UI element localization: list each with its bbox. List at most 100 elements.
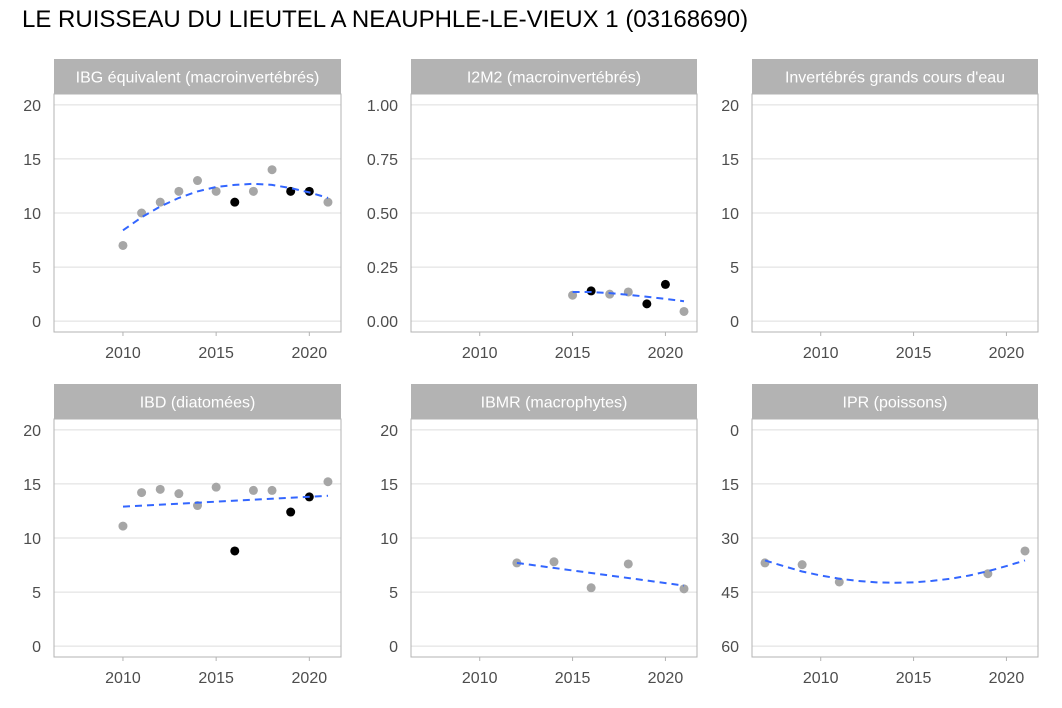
data-point — [248, 186, 258, 196]
y-tick-label: 15 — [23, 477, 41, 494]
x-tick-label: 2020 — [648, 670, 684, 687]
x-tick-label: 2015 — [555, 345, 591, 362]
facet-strip — [411, 59, 697, 94]
data-point — [230, 546, 240, 556]
facet-panel: Invertébrés grands cours d'eau0510152020… — [721, 59, 1039, 362]
data-point — [211, 482, 221, 492]
page-title: LE RUISSEAU DU LIEUTEL A NEAUPHLE-LE-VIE… — [22, 6, 749, 33]
y-tick-label: 1.00 — [367, 98, 398, 115]
y-tick-label: 5 — [32, 260, 41, 277]
data-point — [267, 485, 277, 495]
y-tick-label: 5 — [32, 585, 41, 602]
x-tick-label: 2020 — [648, 345, 684, 362]
x-tick-label: 2010 — [803, 670, 839, 687]
y-tick-label: 0.00 — [367, 314, 398, 331]
facet-title: I2M2 (macroinvertébrés) — [467, 70, 641, 87]
y-tick-label: 0 — [730, 423, 739, 440]
y-tick-label: 10 — [380, 531, 398, 548]
data-point — [605, 289, 615, 299]
x-tick-label: 2010 — [105, 345, 141, 362]
data-point — [660, 279, 670, 289]
x-tick-label: 2020 — [292, 670, 328, 687]
data-point — [586, 286, 596, 296]
y-tick-label: 45 — [721, 585, 739, 602]
data-point — [512, 558, 522, 568]
y-tick-label: 10 — [23, 531, 41, 548]
data-point — [586, 583, 596, 593]
data-point — [193, 176, 202, 186]
facet-strip — [54, 59, 341, 94]
facet-panel: IPR (poissons) 0 15 30 45 60 2010 2015 2020 — [721, 384, 1039, 687]
y-tick-label: 30 — [721, 531, 739, 548]
data-point — [797, 560, 807, 570]
x-tick-label: 2010 — [803, 345, 839, 362]
data-point — [1020, 546, 1030, 556]
facet-strip — [54, 384, 341, 419]
y-tick-label: 0 — [389, 639, 398, 656]
data-point — [248, 485, 258, 495]
data-point — [286, 507, 296, 517]
y-tick-label: 0.75 — [367, 152, 398, 169]
facet-panel: IBD (diatomées) 0 5 10 15 20 2010 2015 2020 — [23, 384, 342, 687]
facet-title: IBG équivalent (macroinvertébrés) — [76, 70, 320, 87]
y-tick-label: 0 — [32, 639, 41, 656]
facet-title: Invertébrés grands cours d'eau — [785, 70, 1005, 87]
y-tick-label: 15 — [380, 477, 398, 494]
data-point — [642, 299, 652, 309]
data-point — [267, 165, 277, 175]
x-tick-label: 2010 — [462, 670, 498, 687]
data-point — [174, 489, 184, 499]
panel-border — [53, 93, 342, 333]
y-tick-label: 15 — [721, 152, 739, 169]
trend-line — [516, 561, 685, 587]
data-point — [211, 186, 221, 196]
x-tick-label: 2020 — [989, 670, 1025, 687]
data-point — [323, 197, 333, 207]
y-tick-label: 10 — [23, 206, 41, 223]
x-tick-label: 2015 — [198, 345, 234, 362]
data-point — [118, 240, 128, 250]
y-tick-label: 20 — [23, 98, 41, 115]
data-point — [679, 306, 689, 316]
x-tick-label: 2020 — [989, 345, 1025, 362]
data-point — [174, 186, 184, 196]
trend-line — [764, 559, 1026, 584]
x-tick-label: 2015 — [555, 670, 591, 687]
trend-line — [122, 494, 329, 508]
facet-strip — [752, 384, 1038, 419]
y-tick-label: 20 — [380, 423, 398, 440]
x-tick-label: 2015 — [896, 670, 932, 687]
x-tick-label: 2015 — [198, 670, 234, 687]
y-tick-label: 5 — [389, 585, 398, 602]
facet-panel: I2M2 (macroinvertébrés) 0.00 0.25 0.50 0.75 1… — [367, 59, 698, 362]
x-tick-label: 2010 — [105, 670, 141, 687]
data-point — [118, 521, 128, 531]
panel-border — [751, 418, 1039, 658]
data-point — [679, 584, 689, 594]
y-tick-label: 60 — [721, 639, 739, 656]
y-tick-label: 15 — [23, 152, 41, 169]
panel-border — [410, 93, 698, 333]
facet-panel: IBMR (macrophytes) 0 5 10 15 20 2010 2015 2020 — [380, 384, 698, 687]
facet-title: IBMR (macrophytes) — [481, 395, 628, 412]
facet-title: IPR (poissons) — [843, 395, 948, 412]
panel-border — [751, 93, 1039, 333]
y-tick-label: 0 — [32, 314, 41, 331]
x-tick-label: 2015 — [896, 345, 932, 362]
y-tick-label: 10 — [721, 206, 739, 223]
data-point — [155, 197, 165, 207]
y-tick-label: 0.50 — [367, 206, 398, 223]
data-point — [323, 477, 333, 487]
y-tick-label: 20 — [23, 423, 41, 440]
y-tick-label: 15 — [721, 477, 739, 494]
y-tick-label: 20 — [721, 98, 739, 115]
facet-title: IBD (diatomées) — [140, 395, 256, 412]
data-point — [137, 488, 147, 498]
panel-border — [410, 418, 698, 658]
trend-line — [122, 182, 329, 232]
facet-panel: IBG équivalent (macroinvertébrés) 0 5 10 15 2… — [23, 59, 342, 362]
data-point — [549, 557, 559, 567]
facet-strip — [411, 384, 697, 419]
data-point — [155, 484, 165, 494]
data-point — [230, 197, 240, 207]
